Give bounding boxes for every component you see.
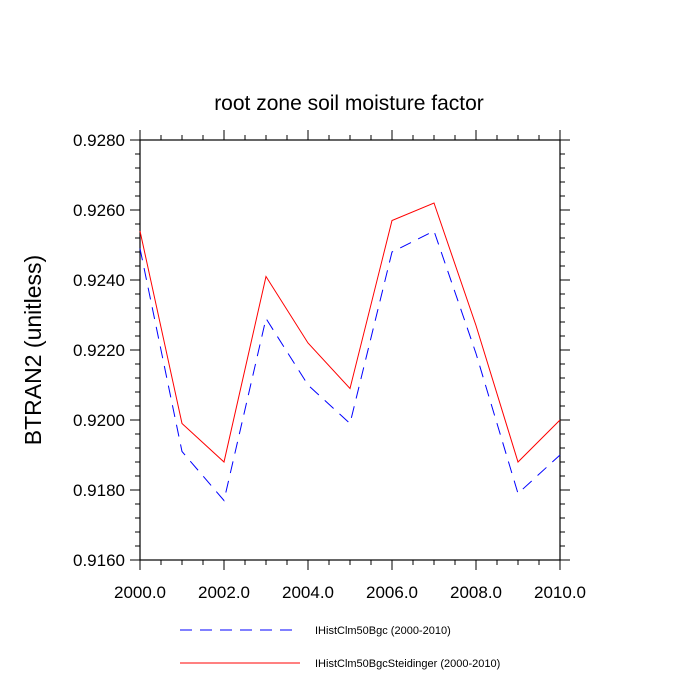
y-tick-label: 0.9200 <box>73 411 125 430</box>
y-tick-label: 0.9180 <box>73 481 125 500</box>
chart-title: root zone soil moisture factor <box>214 92 484 115</box>
series-line-2 <box>139 202 561 463</box>
x-tick-label: 2000.0 <box>114 583 166 602</box>
legend-label-2: IHistClm50BgcSteidinger (2000-2010) <box>315 658 500 670</box>
y-tick-label: 0.9220 <box>73 341 125 360</box>
x-tick-label: 2008.0 <box>450 583 502 602</box>
y-tick-label: 0.9280 <box>73 131 125 150</box>
plot-area: 0.9160 0.9180 0.9200 0.9220 0.9240 0.9260 0.92… <box>73 130 586 602</box>
legend-label-1: IHistClm50Bgc (2000-2010) <box>315 625 451 637</box>
y-tick-label: 0.9240 <box>73 271 125 290</box>
y-axis-label: BTRAN2 (unitless) <box>20 255 46 445</box>
legend: IHistClm50Bgc (2000-2010) IHistClm50BgcSt… <box>180 625 500 670</box>
series-line-1 <box>139 230 561 502</box>
x-tick-label: 2004.0 <box>282 583 334 602</box>
y-tick-label: 0.9260 <box>73 201 125 220</box>
y-tick-label: 0.9160 <box>73 551 125 570</box>
plot-frame <box>139 139 561 561</box>
x-tick-label: 2010.0 <box>534 583 586 602</box>
x-tick-label: 2006.0 <box>366 583 418 602</box>
x-tick-label: 2002.0 <box>198 583 250 602</box>
